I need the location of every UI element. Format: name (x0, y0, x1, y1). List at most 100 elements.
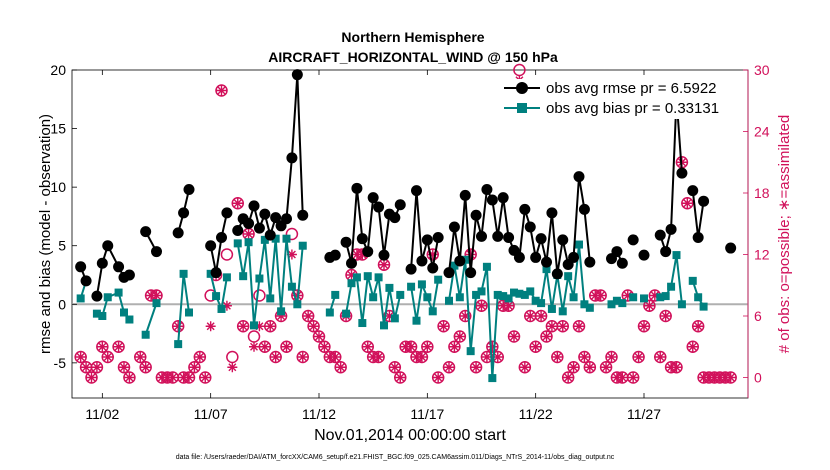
obs-assimilated-marker (173, 321, 184, 332)
obs-assimilated-marker (444, 362, 454, 373)
obs-assimilated-marker (194, 352, 205, 362)
obs-assimilated-marker (552, 352, 563, 362)
bias-marker (103, 293, 112, 302)
rmse-marker (351, 182, 363, 194)
obs-possible-marker (659, 309, 672, 323)
obs-assimilated-marker (184, 372, 194, 383)
rmse-marker (248, 200, 260, 212)
bias-marker (239, 272, 248, 281)
rmse-marker (259, 208, 271, 220)
rmse-marker (216, 232, 227, 244)
rmse-marker (96, 257, 108, 269)
obs-assimilated-marker (644, 300, 655, 311)
bias-marker (423, 293, 432, 302)
obs-assimilated-marker (519, 362, 530, 373)
x-tick-label: 11/27 (627, 406, 661, 422)
obs-assimilated-marker (330, 352, 341, 362)
obs-assimilated-marker (238, 321, 249, 332)
obs-assimilated-marker (162, 372, 173, 383)
bias-marker (493, 290, 502, 299)
plot-area: 11/02 11/07 11/12 11/17 11/22 11/27 -5 0 5 10 15 20… (50, 62, 769, 422)
obs-assimilated-marker (606, 352, 617, 362)
rmse-marker (486, 194, 498, 206)
obs-possible-marker (220, 248, 234, 261)
bias-marker (564, 272, 573, 281)
obs-assimilated-marker (227, 362, 238, 373)
obs-possible-marker (134, 350, 147, 364)
obs-assimilated-marker (221, 300, 232, 311)
obs-possible-marker (469, 361, 483, 374)
bias-marker (450, 261, 459, 270)
obs-assimilated-marker (563, 372, 574, 383)
legend: obs avg rmse pr = 6.5922 obs avg bias pr… (498, 79, 746, 119)
obs-possible-marker (426, 248, 439, 261)
bias-marker (217, 304, 226, 313)
series-line (209, 273, 228, 313)
bias-marker (417, 280, 426, 289)
obs-assimilated-marker (622, 290, 633, 301)
y-left-tick-label: 5 (58, 238, 66, 254)
obs-assimilated-marker (660, 311, 671, 321)
bias-marker (380, 321, 388, 330)
bias-marker (282, 234, 291, 243)
rmse-marker (123, 269, 135, 281)
bias-marker (374, 273, 383, 282)
bias-marker (76, 294, 85, 303)
obs-possible-marker (258, 340, 272, 353)
bias-marker (575, 240, 583, 249)
bias-marker (277, 307, 286, 316)
obs-assimilated-marker (400, 341, 411, 352)
obs-assimilated-marker (530, 341, 541, 352)
obs-possible-marker (442, 361, 456, 374)
rmse-marker (692, 232, 704, 244)
axes-layer: 11/02 11/07 11/12 11/17 11/22 11/27 -5 0 5 10 15 20… (50, 62, 769, 422)
obs-possible-marker (556, 320, 569, 333)
obs-possible-marker (85, 371, 98, 384)
obs-assimilated-marker (140, 362, 151, 373)
obs-possible-marker (117, 361, 131, 374)
obs-possible-marker (681, 197, 694, 210)
obs-possible-marker (361, 340, 374, 353)
rmse-marker (270, 212, 282, 224)
obs-possible-marker (632, 350, 645, 364)
bias-marker (434, 275, 443, 284)
bias-marker (331, 290, 340, 299)
rmse-marker (557, 234, 569, 246)
obs-possible-marker (334, 361, 347, 374)
rmse-marker (416, 255, 428, 267)
obs-assimilated-marker (492, 352, 503, 362)
obs-possible-marker (193, 350, 207, 364)
obs-possible-marker (507, 330, 521, 343)
bias-marker (298, 241, 307, 250)
obs-assimilated-marker (649, 290, 660, 301)
legend-box (498, 79, 746, 119)
obs-possible-marker (567, 361, 580, 374)
bias-marker (520, 290, 529, 299)
rmse-marker (698, 195, 710, 207)
obs-possible-marker (691, 320, 705, 333)
rmse-marker (178, 207, 190, 219)
obs-assimilated-marker (232, 198, 243, 209)
y-left-tick-label: 20 (50, 62, 66, 78)
rmse-marker (151, 246, 162, 258)
obs-possible-marker (301, 309, 315, 323)
obs-assimilated-marker (498, 300, 509, 311)
bias-marker (661, 292, 670, 301)
bias-marker (445, 296, 453, 305)
obs-assimilated-marker (671, 362, 682, 373)
obs-assimilated-marker (557, 321, 568, 332)
legend-bias-label: obs avg bias pr = 0.33131 (546, 100, 719, 117)
rmse-marker (443, 267, 455, 279)
bias-marker (92, 309, 101, 318)
obs-assimilated-marker (584, 362, 595, 373)
rmse-marker (492, 230, 504, 242)
rmse-marker (367, 192, 379, 204)
obs-assimilated-marker (590, 290, 601, 301)
x-tick-label: 11/22 (519, 406, 553, 422)
obs-assimilated-marker (357, 249, 368, 260)
bias-marker (688, 276, 697, 285)
obs-assimilated-marker (471, 362, 482, 373)
rmse-marker (172, 227, 184, 239)
bias-marker (152, 299, 161, 308)
y-right-tick-label: 30 (754, 62, 770, 78)
